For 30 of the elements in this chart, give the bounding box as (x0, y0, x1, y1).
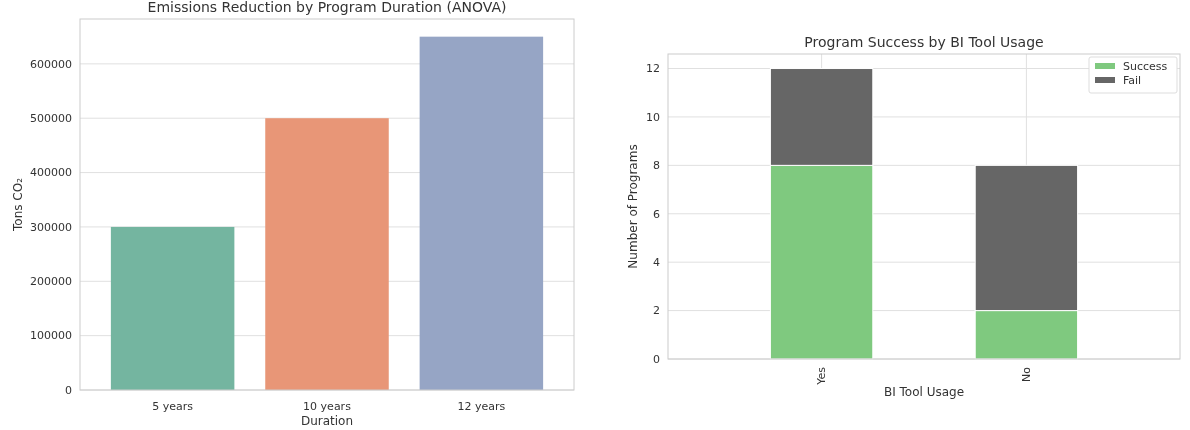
x-tick-label: Yes (815, 366, 829, 386)
legend-label: Fail (1123, 73, 1142, 87)
bar (110, 226, 235, 390)
chart-title: Emissions Reduction by Program Duration (ANOVA) (147, 0, 507, 15)
legend-label: Success (1123, 59, 1168, 73)
y-tick-label: 300000 (30, 220, 72, 234)
y-tick-label: 8 (653, 159, 660, 173)
x-tick-label: 12 years (457, 400, 506, 413)
chart-title: Program Success by BI Tool Usage (804, 34, 1044, 50)
bar (419, 36, 544, 390)
y-tick-label: 10 (646, 110, 660, 124)
x-tick-label: 10 years (303, 400, 352, 413)
y-axis-title: Tons CO₂ (11, 177, 25, 232)
y-tick-label: 4 (653, 256, 660, 270)
y-tick-label: 400000 (30, 166, 72, 180)
y-tick-label: 0 (65, 383, 72, 397)
y-tick-label: 12 (646, 62, 660, 76)
y-tick-label: 2 (653, 304, 660, 318)
y-tick-label: 100000 (30, 329, 72, 343)
y-tick-label: 600000 (30, 57, 72, 71)
y-axis-title: Number of Programs (626, 144, 640, 269)
bar (265, 118, 389, 390)
y-tick-label: 200000 (30, 275, 72, 289)
x-tick-label: 5 years (152, 400, 194, 413)
x-axis-title: BI Tool Usage (883, 385, 965, 399)
y-tick-label: 6 (653, 207, 660, 221)
x-axis-title: Duration (300, 414, 354, 428)
x-tick-label: No (1020, 366, 1034, 382)
y-tick-label: 0 (653, 352, 660, 366)
y-tick-label: 500000 (30, 112, 72, 126)
